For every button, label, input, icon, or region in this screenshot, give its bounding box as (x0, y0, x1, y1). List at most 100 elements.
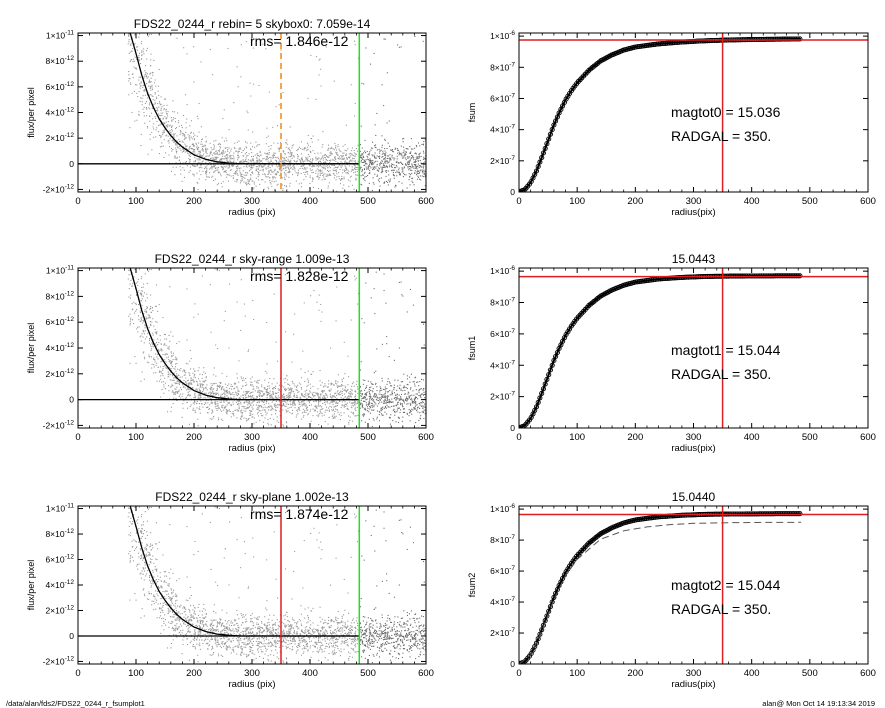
scatter-point (252, 391, 254, 393)
scatter-point (193, 81, 195, 83)
scatter-point (205, 172, 207, 174)
scatter-point (144, 273, 146, 275)
scatter-point (400, 46, 402, 48)
scatter-point (266, 393, 268, 395)
scatter-point (133, 301, 135, 303)
scatter-point (286, 156, 288, 158)
scatter-point (352, 381, 354, 383)
scatter-point (264, 387, 266, 389)
scatter-point (201, 377, 203, 379)
scatter-point (252, 408, 254, 410)
scatter-point (258, 171, 260, 173)
scatter-point (272, 176, 274, 178)
scatter-point (221, 388, 223, 390)
scatter-point (381, 394, 383, 396)
scatter-point (199, 150, 201, 152)
scatter-point (142, 84, 144, 86)
scatter-point (314, 405, 316, 407)
scatter-point (330, 146, 332, 148)
scatter-point (351, 169, 353, 171)
scatter-point (129, 243, 130, 244)
scatter-point (395, 421, 397, 423)
scatter-point (335, 171, 337, 173)
scatter-point (128, 262, 129, 263)
scatter-point (309, 164, 311, 166)
scatter-point (406, 413, 408, 415)
scatter-point (307, 370, 309, 372)
scatter-point (284, 405, 286, 407)
scatter-point (375, 144, 377, 146)
scatter-point (139, 310, 141, 312)
scatter-point (143, 331, 145, 333)
scatter-point (422, 170, 424, 172)
scatter-point (258, 391, 260, 393)
scatter-point (289, 185, 291, 187)
scatter-point (409, 152, 411, 154)
scatter-point (403, 400, 405, 402)
scatter-point (383, 105, 385, 107)
scatter-point (283, 394, 285, 396)
scatter-point (379, 163, 381, 165)
scatter-point (335, 169, 337, 171)
scatter-point (324, 395, 326, 397)
scatter-point (409, 404, 411, 406)
scatter-point (211, 393, 213, 395)
scatter-point (316, 392, 318, 394)
scatter-point (199, 383, 201, 385)
scatter-point (272, 408, 274, 410)
scatter-point (168, 360, 170, 362)
scatter-point (327, 175, 329, 177)
scatter-point (292, 382, 294, 384)
scatter-point (355, 277, 357, 279)
scatter-point (372, 409, 374, 411)
scatter-point (328, 407, 330, 409)
scatter-point (298, 183, 300, 185)
scatter-point (174, 157, 176, 159)
scatter-point (324, 154, 326, 156)
scatter-point (423, 405, 425, 407)
scatter-point (278, 150, 280, 152)
scatter-point (381, 153, 383, 155)
scatter-point (173, 367, 175, 369)
scatter-point (203, 381, 205, 383)
scatter-point (312, 186, 314, 188)
scatter-point (403, 399, 405, 401)
scatter-point (325, 159, 327, 161)
scatter-point (285, 175, 287, 177)
scatter-point (140, 81, 142, 83)
scatter-point (217, 171, 219, 173)
scatter-point (333, 159, 335, 161)
scatter-point (200, 126, 202, 128)
scatter-point (236, 179, 238, 181)
scatter-point (324, 383, 326, 385)
scatter-point (267, 388, 269, 390)
scatter-point (221, 152, 223, 154)
scatter-point (385, 154, 387, 156)
scatter-point (331, 409, 333, 411)
scatter-point (213, 367, 215, 369)
scatter-point (422, 162, 424, 164)
scatter-point (374, 157, 376, 159)
y-tick-label: 8×10-12 (45, 55, 74, 66)
scatter-point (233, 177, 235, 179)
scatter-point (132, 233, 133, 234)
scatter-point (230, 396, 232, 398)
scatter-point (315, 170, 317, 172)
scatter-point (218, 270, 220, 272)
scatter-point (317, 394, 319, 396)
scatter-point (249, 412, 251, 414)
scatter-point (401, 393, 403, 395)
scatter-point (242, 380, 244, 382)
scatter-point (356, 166, 358, 168)
scatter-point (266, 322, 268, 324)
scatter-point (399, 399, 401, 401)
scatter-point (223, 409, 225, 411)
scatter-point (331, 416, 333, 418)
scatter-point (188, 383, 190, 385)
scatter-point (280, 170, 282, 172)
scatter-point (354, 407, 356, 409)
scatter-point (230, 416, 232, 418)
scatter-point (422, 143, 424, 145)
scatter-point (174, 358, 176, 360)
scatter-point (279, 389, 281, 391)
